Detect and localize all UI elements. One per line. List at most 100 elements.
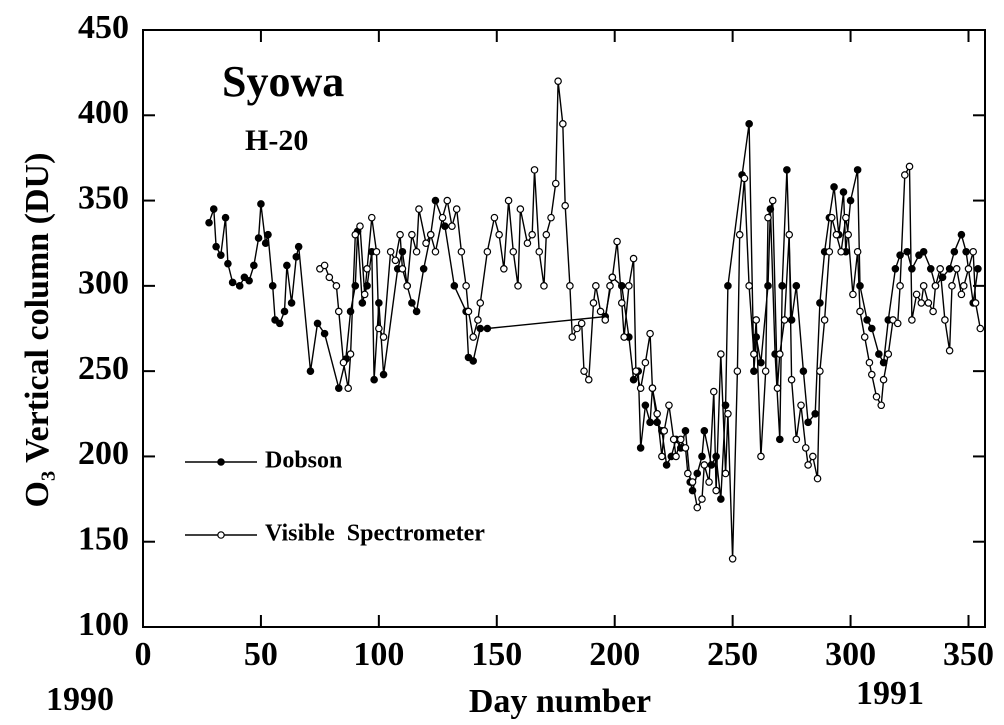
data-point (474, 316, 482, 324)
data-point (957, 290, 966, 299)
data-point (500, 264, 508, 273)
data-point (483, 324, 492, 333)
data-point (698, 452, 706, 461)
plot-frame (142, 29, 986, 628)
data-point (941, 316, 949, 324)
data-point (386, 247, 395, 256)
data-point (957, 230, 966, 239)
data-point (752, 316, 761, 324)
data-point (483, 247, 492, 256)
data-point (245, 276, 253, 285)
data-point (856, 307, 864, 316)
data-point (620, 333, 628, 341)
data-point (464, 307, 473, 316)
legend-label: Dobson (265, 448, 342, 474)
data-point (844, 230, 853, 239)
data-point (584, 375, 593, 384)
data-point (962, 247, 970, 256)
data-point (950, 247, 959, 256)
data-point (750, 350, 758, 358)
data-point (724, 409, 732, 418)
data-point (613, 237, 621, 246)
data-point (283, 261, 291, 270)
data-point (867, 370, 876, 379)
data-point (275, 319, 284, 328)
data-point (783, 166, 791, 174)
data-point (905, 162, 914, 171)
data-point (801, 444, 810, 452)
data-point (568, 333, 577, 341)
data-point (764, 213, 772, 222)
data-point (547, 213, 555, 222)
data-point (797, 401, 805, 410)
data-point (705, 478, 713, 486)
data-point (254, 234, 263, 242)
data-point (375, 324, 383, 333)
data-point (403, 282, 411, 290)
data-point (224, 259, 232, 268)
data-point (929, 307, 937, 316)
data-point (839, 188, 848, 196)
data-point (379, 370, 388, 379)
data-point (264, 230, 272, 239)
data-point (320, 261, 329, 270)
data-point (412, 307, 421, 316)
data-point (641, 401, 650, 410)
data-point (665, 401, 673, 410)
data-point (469, 357, 477, 365)
data-point (778, 282, 786, 290)
data-point (351, 230, 360, 239)
data-point (601, 316, 610, 324)
data-point (653, 409, 661, 418)
data-point (976, 324, 985, 333)
data-point (813, 474, 822, 483)
data-point (559, 120, 567, 128)
data-point (712, 452, 720, 461)
data-point (700, 461, 709, 469)
data-point (379, 333, 388, 341)
data-point (936, 264, 944, 273)
data-point (901, 171, 909, 179)
data-point (712, 486, 720, 495)
data-point (780, 316, 789, 324)
y-tick-label: 300 (78, 265, 129, 302)
data-point (412, 247, 421, 256)
data-point (969, 247, 978, 256)
data-point (629, 375, 638, 384)
data-point (971, 299, 980, 307)
data-point (846, 196, 855, 205)
data-point (431, 196, 440, 205)
data-point (867, 324, 876, 333)
data-point (617, 299, 626, 307)
data-point (669, 435, 678, 444)
x-tick-label: 300 (825, 636, 876, 673)
data-point (448, 222, 456, 230)
data-point (344, 384, 352, 393)
data-point (681, 444, 690, 452)
data-point (221, 213, 230, 222)
data-point (250, 261, 258, 270)
data-point (700, 427, 709, 435)
data-point (875, 350, 883, 358)
data-point (476, 299, 485, 307)
x-tick-label: 350 (943, 636, 994, 673)
data-point (476, 324, 485, 333)
data-point (804, 461, 812, 469)
data-point (580, 367, 588, 375)
x-tick-label: 50 (244, 636, 278, 673)
year-annotation: 1990 (46, 681, 114, 718)
data-point (523, 239, 532, 248)
data-point (684, 469, 692, 478)
data-point (837, 247, 845, 256)
data-point (422, 239, 430, 248)
data-point (636, 444, 645, 452)
data-point (346, 350, 355, 358)
data-point (596, 307, 605, 316)
data-point (332, 282, 341, 290)
data-point (589, 299, 598, 307)
data-point (931, 282, 940, 290)
x-tick-label: 200 (589, 636, 640, 673)
data-point (964, 264, 973, 273)
data-point (396, 230, 404, 239)
